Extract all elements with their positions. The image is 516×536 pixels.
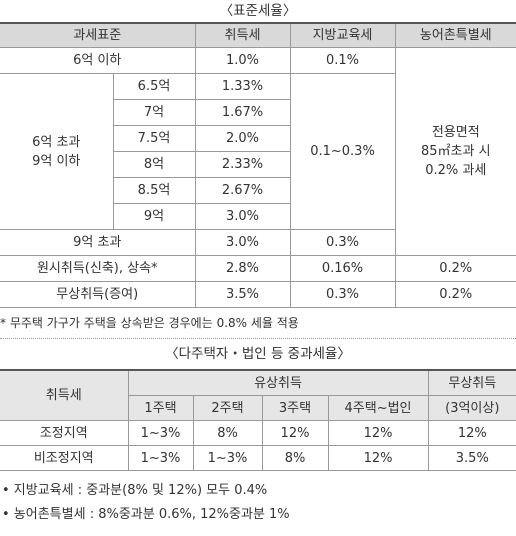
row: 8억 2.33% [0,151,516,178]
cell: 2.67% [194,177,290,204]
header-cell: 2주택 [192,395,263,421]
row: 7억 1.67% [0,99,516,126]
row: 조정지역 1~3% 8% 12% 12% 12% [0,420,516,446]
heavy-rates-table: 취득세 유상취득 무상취득 1주택 2주택 3주택 4주택~법인 (3억이상) … [0,369,516,471]
row: 무상취득(증여) 3.5% 0.3% 0.2% [0,281,516,308]
cell: 12% [427,420,516,446]
cell: 비조정지역 [0,445,129,471]
table-title: 〈다주택자・법인 등 중과세율〉 [165,346,351,362]
cell: 12% [327,445,429,471]
cell: 1~3% [192,445,263,471]
header-cell: 지방교육세 [289,22,396,48]
cell: 6억 초과 9억 이하 [0,73,114,230]
cell: 무상취득(증여) [0,281,196,308]
cell: 8.5억 [113,177,196,204]
row: 7.5억 2.0% [0,125,516,152]
standard-rates-table: 과세표준 취득세 지방교육세 농어촌특별세 6억 이하 1.0% 0.1% 전용… [0,22,516,308]
cell: 1~3% [127,445,194,471]
cell: 0.2% [394,255,516,282]
cell: 0.3% [289,229,395,256]
header-cell: 농어촌특별세 [394,22,516,48]
cell: 3.0% [194,229,291,256]
cell: 1~3% [127,420,194,446]
cell: 6.5억 [112,73,196,100]
header-cell: 3주택 [261,395,329,421]
header-cell: 취득세 [0,369,129,421]
cell: 0.1~0.3% [289,73,395,230]
row: 6억 초과 9억 이하 6.5억 1.33% 0.1~0.3% [0,73,516,230]
cell: 2.8% [194,255,291,282]
cell: 1.33% [194,73,291,100]
note-line: • 지방교육세 : 중과분(8% 및 12%) 모두 0.4% [2,483,268,498]
cell: 9억 초과 [0,229,196,256]
cell: 7억 [113,99,196,126]
header-cell: (3억이상) [427,395,516,421]
header-cell: 취득세 [194,22,291,48]
cell: 6억 이하 [0,47,196,74]
cell: 1.67% [194,99,290,126]
row: 원시취득(신축), 상속* 2.8% 0.16% 0.2% [0,255,516,282]
cell: 8억 [113,151,196,178]
cell: 8% [261,445,329,471]
cell: 12% [261,420,329,446]
header-row: 1주택 2주택 3주택 4주택~법인 (3억이상) [0,395,516,421]
cell: 0.2% [394,281,516,308]
header-row: 취득세 유상취득 무상취득 [0,369,516,421]
notes: • 지방교육세 : 중과분(8% 및 12%) 모두 0.4% • 농어촌특별세 … [0,479,516,527]
separator [0,338,516,339]
note-line: • 농어촌특별세 : 8%중과분 0.6%, 12%중과분 1% [2,507,290,522]
header-cell: 1주택 [128,395,194,421]
header-cell: 4주택~법인 [327,395,429,421]
cell: 전용면적 85㎡초과 시 0.2% 과세 [394,47,516,256]
header-cell: 유상취득 [127,369,429,396]
cell: 8% [192,420,263,446]
cell: 조정지역 [0,420,129,446]
cell: 1.0% [194,47,291,74]
cell: 9억 [113,203,196,230]
cell: 3.5% [194,281,291,308]
row: 9억 초과 3.0% 0.3% [0,229,516,256]
header-row: 과세표준 취득세 지방교육세 농어촌특별세 [0,22,516,48]
header-cell: 무상취득 [427,369,516,396]
row: 비조정지역 1~3% 1~3% 8% 12% 3.5% [0,445,516,471]
row: 8.5억 2.67% [0,177,516,204]
cell: 0.3% [289,281,396,308]
cell: 2.33% [194,151,290,178]
cell: 12% [327,420,429,446]
cell: 0.16% [289,255,396,282]
cell: 3.5% [427,445,516,471]
footnote: * 무주택 가구가 주택을 상속받은 경우에는 0.8% 세율 적용 [0,316,299,330]
cell: 원시취득(신축), 상속* [0,255,196,282]
cell: 7.5억 [113,125,196,152]
table-title: 〈표준세율〉 [219,3,297,19]
cell: 2.0% [194,125,290,152]
cell: 3.0% [194,203,290,230]
row: 6억 이하 1.0% 0.1% 전용면적 85㎡초과 시 0.2% 과세 [0,47,516,256]
header-cell: 과세표준 [0,22,196,48]
cell: 0.1% [289,47,396,74]
